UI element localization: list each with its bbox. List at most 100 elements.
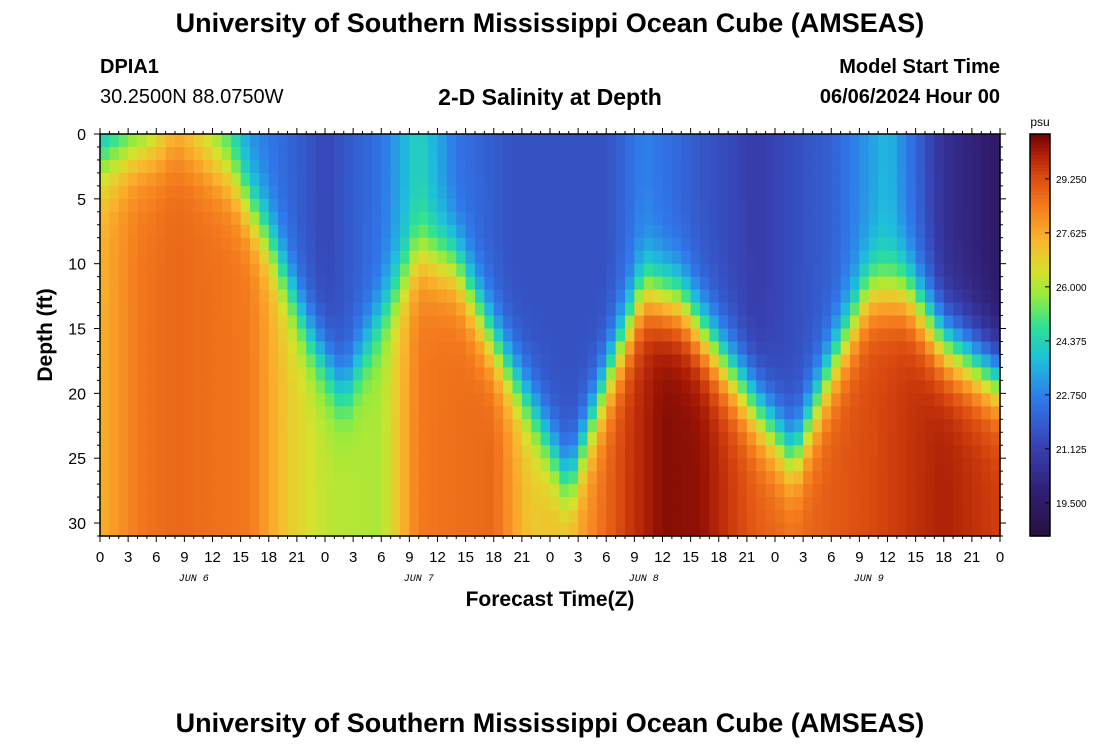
heatmap-cell [925,406,935,420]
heatmap-cell [953,458,964,472]
heatmap-cell [287,484,298,498]
heatmap-cell [109,419,120,433]
colorbar-segment [1030,398,1050,403]
heatmap-cell [306,159,317,174]
heatmap-cell [737,341,748,356]
heatmap-cell [390,432,401,446]
heatmap-cell [278,146,289,161]
heatmap-cell [371,510,382,524]
heatmap-cell [268,146,279,161]
heatmap-cell [446,354,457,369]
heatmap-cell [925,159,935,174]
heatmap-cell [296,237,307,252]
heatmap-cell [540,406,551,420]
heatmap-cell [765,315,776,330]
heatmap-cell [868,419,879,433]
heatmap-cell [203,224,214,239]
heatmap-cell [700,198,710,213]
heatmap-cell [325,172,335,187]
heatmap-cell [203,172,214,187]
heatmap-cell [953,406,964,420]
heatmap-cell [465,224,476,239]
heatmap-cell [493,367,504,381]
heatmap-cell [221,458,232,472]
heatmap-cell [746,159,757,174]
heatmap-cell [643,302,654,317]
heatmap-cell [146,367,157,381]
heatmap-cell [250,289,260,304]
heatmap-cell [990,354,1001,369]
heatmap-cell [503,523,514,537]
heatmap-cell [418,471,429,485]
heatmap-cell [784,367,795,381]
colorbar-segment [1030,271,1050,276]
heatmap-cell [343,458,354,472]
heatmap-cell [681,224,692,239]
heatmap-cell [306,302,317,317]
heatmap-cell [868,523,879,537]
heatmap-cell [709,328,720,343]
heatmap-cell [146,134,157,148]
heatmap-cell [775,250,785,265]
heatmap-cell [784,458,795,472]
heatmap-cell [371,523,382,537]
heatmap-cell [868,263,879,278]
heatmap-cell [981,432,992,446]
heatmap-cell [953,354,964,369]
heatmap-cell [831,406,842,420]
heatmap-cell [362,289,373,304]
heatmap-cell [831,237,842,252]
heatmap-cell [287,354,298,369]
heatmap-cell [493,354,504,369]
heatmap-cell [259,367,270,381]
colorbar-segment [1030,190,1050,195]
heatmap-cell [353,315,364,330]
heatmap-cell [915,510,926,524]
heatmap-cell [625,250,635,265]
heatmap-cell [971,393,982,407]
heatmap-cell [315,172,326,187]
heatmap-cell [859,497,870,511]
heatmap-cell [287,510,298,524]
heatmap-cell [503,315,514,330]
heatmap-cell [409,484,420,498]
heatmap-cell [146,419,157,433]
heatmap-cell [990,380,1001,394]
heatmap-cell [456,419,467,433]
heatmap-cell [906,497,917,511]
heatmap-cell [296,367,307,381]
heatmap-cell [109,237,120,252]
heatmap-cell [540,289,551,304]
heatmap-cell [578,471,589,485]
heatmap-cell [484,497,495,511]
heatmap-cell [915,445,926,459]
heatmap-cell [587,458,598,472]
heatmap-cell [531,134,542,148]
heatmap-cell [831,263,842,278]
heatmap-cell [521,211,532,226]
heatmap-cell [390,523,401,537]
heatmap-cell [268,198,279,213]
heatmap-cell [953,419,964,433]
x-tick-label: 0 [771,549,779,566]
heatmap-cell [446,134,457,148]
heatmap-cell [446,523,457,537]
heatmap-cell [821,341,832,356]
heatmap-cell [381,134,392,148]
heatmap-cell [146,159,157,174]
heatmap-cell [165,497,176,511]
heatmap-cell [259,380,270,394]
heatmap-cell [596,237,607,252]
heatmap-cell [578,159,589,174]
heatmap-cell [746,198,757,213]
heatmap-cell [512,497,523,511]
axis-ticks [94,128,1006,542]
heatmap-cell [850,354,860,369]
heatmap-cell [128,224,139,239]
heatmap-cell [203,315,214,330]
heatmap-cell [728,224,739,239]
heatmap-cell [737,497,748,511]
heatmap-cell [821,224,832,239]
heatmap-cell [915,406,926,420]
heatmap-cell [831,198,842,213]
